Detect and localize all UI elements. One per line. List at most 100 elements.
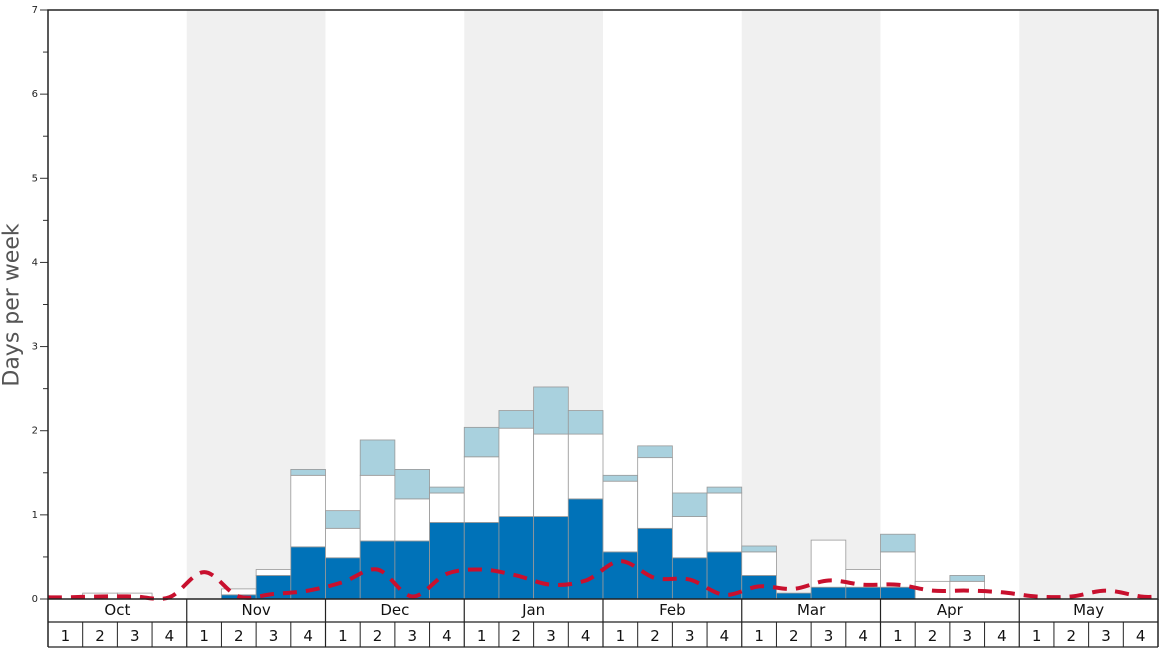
bar-segment-white bbox=[706, 492, 743, 553]
bar-segment-light-blue bbox=[429, 486, 465, 494]
bar-segment-light-blue bbox=[359, 439, 396, 476]
week-label: 2 bbox=[234, 627, 244, 645]
week-label: 1 bbox=[338, 627, 348, 645]
week-label: 4 bbox=[1136, 627, 1146, 645]
week-label: 3 bbox=[962, 627, 972, 645]
week-label: 4 bbox=[720, 627, 730, 645]
bar-segment-white bbox=[290, 474, 326, 548]
bar-segment-white bbox=[637, 457, 673, 529]
bar-segment-light-blue bbox=[394, 469, 430, 500]
week-label: 1 bbox=[477, 627, 487, 645]
y-tick-label: 7 bbox=[32, 5, 38, 16]
bar-segment-white bbox=[880, 551, 916, 588]
week-label: 3 bbox=[269, 627, 279, 645]
week-label: 2 bbox=[650, 627, 660, 645]
bar-segment-dark-blue bbox=[498, 516, 535, 600]
bar-segment-light-blue bbox=[567, 410, 604, 435]
month-label: Mar bbox=[797, 601, 826, 619]
week-label: 1 bbox=[61, 627, 71, 645]
y-tick-label: 3 bbox=[32, 342, 38, 353]
dashed-line-series bbox=[47, 559, 1159, 601]
bar-segment-light-blue bbox=[325, 510, 361, 529]
y-tick-label: 4 bbox=[32, 257, 38, 268]
bar-segment-dark-blue bbox=[810, 586, 847, 600]
bar-segment-white bbox=[463, 456, 500, 523]
week-label: 3 bbox=[685, 627, 695, 645]
bar-segment-dark-blue bbox=[602, 551, 639, 600]
y-axis-label: Days per week bbox=[0, 223, 25, 387]
bar-segment-dark-blue bbox=[776, 592, 812, 600]
month-band bbox=[1019, 10, 1158, 599]
week-label: 3 bbox=[824, 627, 834, 645]
week-label: 1 bbox=[616, 627, 626, 645]
bar-segment-white bbox=[429, 492, 465, 523]
y-tick-label: 6 bbox=[32, 89, 38, 100]
week-label: 2 bbox=[928, 627, 938, 645]
bar-segment-white bbox=[394, 498, 430, 542]
bar-segment-dark-blue bbox=[429, 522, 465, 600]
week-label: 4 bbox=[442, 627, 452, 645]
bar-segment-dark-blue bbox=[845, 586, 881, 600]
bar-segment-white bbox=[671, 516, 708, 559]
week-label: 1 bbox=[1032, 627, 1042, 645]
week-label: 2 bbox=[373, 627, 383, 645]
bar-segment-white bbox=[325, 527, 361, 559]
week-label: 4 bbox=[997, 627, 1007, 645]
bar-segment-light-blue bbox=[706, 486, 743, 494]
bar-segment-light-blue bbox=[671, 492, 708, 517]
month-band bbox=[741, 10, 881, 599]
y-axis: 0 1 2 3 4 5 6 7 bbox=[32, 5, 48, 605]
y-tick-label: 0 bbox=[32, 594, 38, 605]
y-tick-label: 5 bbox=[32, 173, 38, 184]
month-label: Dec bbox=[380, 601, 409, 619]
week-label: 1 bbox=[754, 627, 764, 645]
bar-segment-light-blue bbox=[533, 386, 569, 435]
bar-segment-light-blue bbox=[463, 426, 500, 458]
bar-segment-white bbox=[255, 569, 292, 576]
bar-segment-white bbox=[533, 433, 569, 517]
bar-segment-white bbox=[567, 433, 604, 500]
week-label: 3 bbox=[407, 627, 417, 645]
x-axis: Oct Nov Dec Jan Feb Mar Apr May 1 2 3 4 1 2 3 4 1 2 3 4 1 2 3 4… bbox=[47, 599, 1159, 648]
y-tick-label: 2 bbox=[32, 426, 38, 437]
week-label: 4 bbox=[303, 627, 313, 645]
bars bbox=[82, 386, 985, 600]
bar-segment-light-blue bbox=[949, 575, 985, 582]
bar-segment-light-blue bbox=[880, 533, 916, 553]
bar-segment-dark-blue bbox=[394, 540, 430, 600]
month-label: May bbox=[1073, 601, 1104, 619]
week-label: 2 bbox=[95, 627, 105, 645]
bar-segment-light-blue bbox=[498, 410, 535, 429]
week-label: 3 bbox=[130, 627, 140, 645]
month-bands bbox=[186, 10, 1158, 599]
week-label: 4 bbox=[165, 627, 175, 645]
bar-segment-light-blue bbox=[290, 469, 326, 476]
month-label: Jan bbox=[521, 601, 545, 619]
bar-segment-dark-blue bbox=[637, 527, 673, 600]
week-label: 2 bbox=[789, 627, 799, 645]
y-tick-label: 1 bbox=[32, 510, 38, 521]
week-label: 1 bbox=[199, 627, 209, 645]
bar-segment-white bbox=[741, 551, 777, 576]
week-label: 3 bbox=[1101, 627, 1111, 645]
week-label: 2 bbox=[512, 627, 522, 645]
month-label: Feb bbox=[659, 601, 686, 619]
month-label: Nov bbox=[241, 601, 270, 619]
week-label: 4 bbox=[858, 627, 868, 645]
month-label: Oct bbox=[104, 601, 130, 619]
bar-segment-light-blue bbox=[602, 474, 639, 482]
dashed-line bbox=[47, 559, 1159, 601]
bar-segment-dark-blue bbox=[567, 498, 604, 600]
week-label: 1 bbox=[893, 627, 903, 645]
bar-segment-white bbox=[498, 427, 535, 517]
bar-segment-light-blue bbox=[637, 445, 673, 459]
bar-segment-white bbox=[602, 480, 639, 553]
week-label: 3 bbox=[546, 627, 556, 645]
week-label: 2 bbox=[1067, 627, 1077, 645]
bar-segment-light-blue bbox=[741, 545, 777, 553]
bar-segment-dark-blue bbox=[880, 586, 916, 600]
bar-segment-dark-blue bbox=[463, 522, 500, 600]
week-label: 4 bbox=[581, 627, 591, 645]
month-label: Apr bbox=[937, 601, 964, 619]
